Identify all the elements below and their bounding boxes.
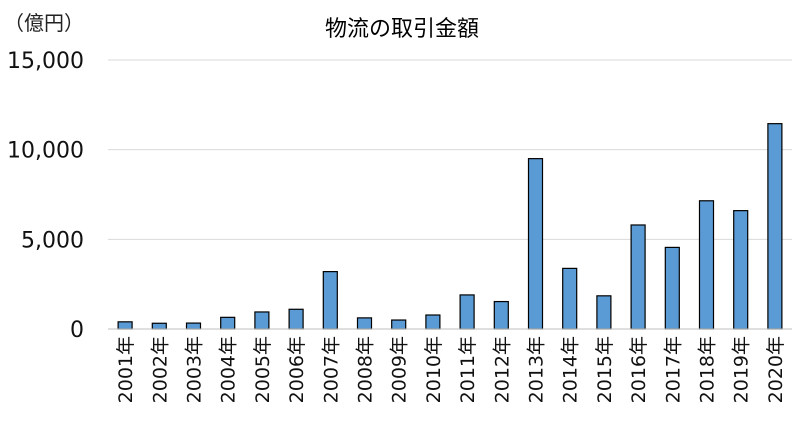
- x-tick-label: 2012年: [491, 336, 513, 403]
- x-tick-label: 2015年: [594, 336, 616, 403]
- bar-2008年: [356, 317, 373, 330]
- x-axis: 2001年 2002年 2003年 2004年 2005年 2006年 2007年 2008年…: [115, 336, 787, 403]
- y-tick-label: 10,000: [7, 139, 84, 164]
- bar-2003年: [185, 322, 202, 330]
- bar-2002年: [151, 322, 167, 330]
- bar-2005年: [254, 311, 270, 330]
- x-tick-label: 2005年: [252, 336, 274, 403]
- x-tick-label: 2009年: [389, 336, 411, 403]
- x-tick-label: 2014年: [560, 336, 582, 403]
- bar-2013年: [527, 158, 544, 330]
- y-tick-label: 15,000: [7, 49, 84, 74]
- y-unit-label: （億円）: [4, 11, 84, 35]
- bar-2012年: [493, 300, 509, 330]
- bar-2019年: [733, 210, 749, 330]
- bar-2009年: [391, 319, 407, 330]
- x-tick-label: 2010年: [423, 336, 445, 403]
- x-tick-label: 2020年: [765, 336, 787, 403]
- x-tick-label: 2017年: [662, 336, 684, 403]
- gridlines: [108, 59, 792, 240]
- bars: [117, 123, 783, 330]
- bar-2004年: [220, 316, 236, 330]
- bar-2017年: [664, 246, 680, 330]
- y-axis: 0 5,000 10,000 15,000: [7, 49, 84, 343]
- bar-2014年: [562, 267, 578, 330]
- x-tick-label: 2002年: [149, 336, 171, 403]
- bar-2007年: [322, 271, 338, 330]
- x-tick-label: 2018年: [697, 336, 719, 403]
- x-tick-label: 2003年: [184, 336, 206, 403]
- bar-2016年: [630, 224, 646, 330]
- x-tick-label: 2001年: [115, 336, 137, 403]
- bar-2018年: [698, 200, 715, 330]
- x-tick-label: 2016年: [628, 336, 650, 403]
- bar-2020年: [767, 123, 783, 330]
- x-tick-label: 2008年: [355, 336, 377, 403]
- y-tick-label: 5,000: [21, 228, 84, 253]
- x-tick-label: 2011年: [457, 336, 479, 403]
- x-tick-label: 2006年: [286, 336, 308, 403]
- x-tick-label: 2019年: [731, 336, 753, 403]
- y-tick-label: 0: [70, 318, 84, 343]
- x-tick-label: 2013年: [526, 336, 548, 403]
- bar-2001年: [117, 321, 133, 330]
- bar-2010年: [425, 314, 441, 330]
- bar-2015年: [596, 295, 612, 330]
- chart-title: 物流の取引金額: [325, 17, 479, 42]
- x-tick-label: 2007年: [320, 336, 342, 403]
- x-tick-label: 2004年: [218, 336, 240, 403]
- bar-2011年: [459, 294, 475, 330]
- bar-2006年: [288, 308, 304, 330]
